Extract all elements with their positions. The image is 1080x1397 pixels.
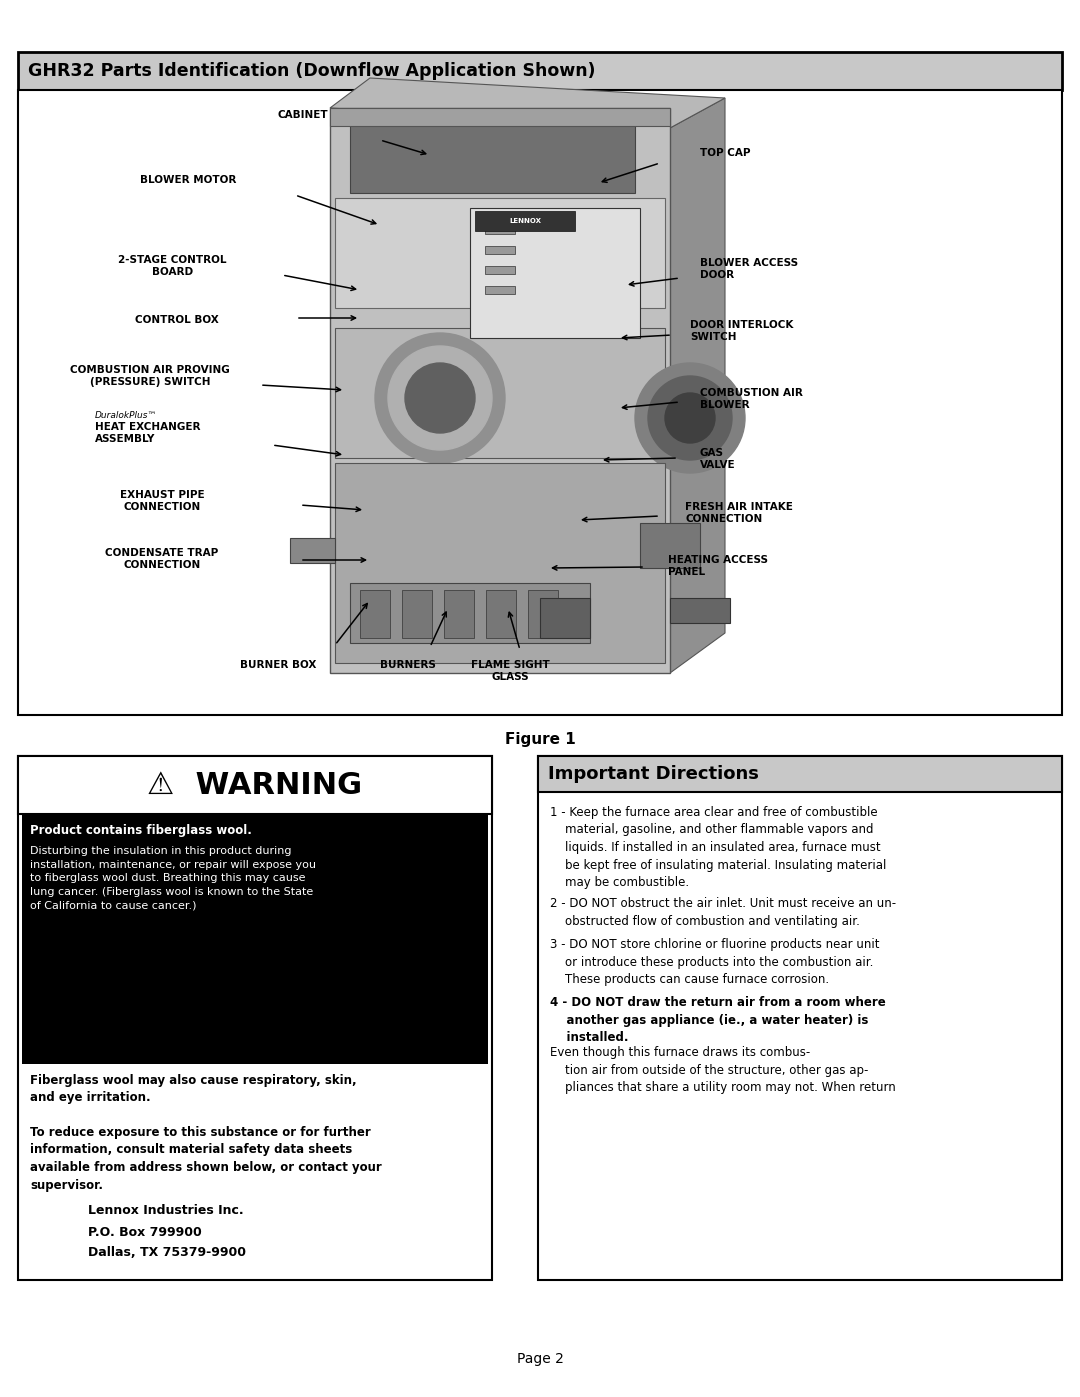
Text: Important Directions: Important Directions: [548, 766, 759, 782]
Bar: [18, 52, 1062, 89]
Text: CABINET: CABINET: [278, 110, 328, 120]
Text: 1 - Keep the furnace area clear and free of combustible
    material, gasoline, : 1 - Keep the furnace area clear and free…: [550, 806, 887, 888]
Text: ⚠  WARNING: ⚠ WARNING: [148, 771, 363, 799]
Bar: [18, 756, 492, 1280]
Text: 4 - DO NOT draw the return air from a room where
    another gas appliance (ie.,: 4 - DO NOT draw the return air from a ro…: [550, 996, 886, 1045]
Text: COMBUSTION AIR PROVING
(PRESSURE) SWITCH: COMBUSTION AIR PROVING (PRESSURE) SWITCH: [70, 365, 230, 387]
Text: HEATING ACCESS
PANEL: HEATING ACCESS PANEL: [669, 555, 768, 577]
Text: FLAME SIGHT
GLASS: FLAME SIGHT GLASS: [471, 659, 550, 682]
Circle shape: [648, 376, 732, 460]
Text: LENNOX: LENNOX: [509, 218, 541, 224]
Circle shape: [388, 346, 492, 450]
Bar: [485, 286, 515, 293]
Text: HEAT EXCHANGER
ASSEMBLY: HEAT EXCHANGER ASSEMBLY: [95, 422, 201, 444]
Polygon shape: [670, 98, 725, 673]
Bar: [350, 113, 635, 193]
Text: Lennox Industries Inc.: Lennox Industries Inc.: [87, 1204, 244, 1217]
Bar: [538, 756, 1062, 1280]
Polygon shape: [291, 538, 335, 563]
Bar: [335, 328, 665, 458]
Text: BLOWER ACCESS
DOOR: BLOWER ACCESS DOOR: [700, 258, 798, 281]
Text: P.O. Box 799900: P.O. Box 799900: [87, 1227, 202, 1239]
Text: TOP CAP: TOP CAP: [700, 148, 751, 158]
Circle shape: [375, 332, 505, 462]
Text: Disturbing the insulation in this product during
installation, maintenance, or r: Disturbing the insulation in this produc…: [30, 847, 316, 911]
Bar: [18, 756, 492, 814]
Text: CONTROL BOX: CONTROL BOX: [135, 314, 219, 326]
Text: 3 - DO NOT store chlorine or fluorine products near unit
    or introduce these : 3 - DO NOT store chlorine or fluorine pr…: [550, 939, 879, 986]
Bar: [18, 89, 1062, 715]
Bar: [330, 108, 670, 126]
Text: Fiberglass wool may also cause respiratory, skin,
and eye irritation.: Fiberglass wool may also cause respirato…: [30, 1074, 356, 1105]
Text: DuralokPlus™: DuralokPlus™: [95, 411, 158, 420]
Text: EXHAUST PIPE
CONNECTION: EXHAUST PIPE CONNECTION: [120, 490, 204, 513]
Circle shape: [665, 393, 715, 443]
Text: BURNERS: BURNERS: [380, 659, 436, 671]
Text: BLOWER MOTOR: BLOWER MOTOR: [140, 175, 237, 184]
Text: CONDENSATE TRAP
CONNECTION: CONDENSATE TRAP CONNECTION: [105, 548, 218, 570]
Bar: [335, 462, 665, 664]
Bar: [485, 265, 515, 274]
Text: Figure 1: Figure 1: [504, 732, 576, 747]
Bar: [475, 211, 575, 231]
Bar: [335, 198, 665, 307]
Text: GAS
VALVE: GAS VALVE: [700, 448, 735, 471]
Circle shape: [405, 363, 475, 433]
Polygon shape: [670, 598, 730, 623]
Text: GHR32 Parts Identification (Downflow Application Shown): GHR32 Parts Identification (Downflow App…: [28, 61, 595, 80]
Text: DOOR INTERLOCK
SWITCH: DOOR INTERLOCK SWITCH: [690, 320, 794, 342]
Text: Even though this furnace draws its combus-
    tion air from outside of the stru: Even though this furnace draws its combu…: [550, 1046, 895, 1094]
Text: FRESH AIR INTAKE
CONNECTION: FRESH AIR INTAKE CONNECTION: [685, 502, 793, 524]
Text: BURNER BOX: BURNER BOX: [240, 659, 316, 671]
Bar: [540, 598, 590, 638]
Polygon shape: [330, 78, 725, 129]
Bar: [538, 756, 1062, 792]
Bar: [640, 522, 700, 569]
Bar: [485, 246, 515, 254]
Bar: [330, 108, 670, 673]
Bar: [470, 208, 640, 338]
Bar: [22, 814, 488, 1065]
Text: COMBUSTION AIR
BLOWER: COMBUSTION AIR BLOWER: [700, 388, 802, 411]
Polygon shape: [444, 590, 474, 638]
Text: 2 - DO NOT obstruct the air inlet. Unit must receive an un-
    obstructed flow : 2 - DO NOT obstruct the air inlet. Unit …: [550, 897, 896, 928]
Polygon shape: [528, 590, 558, 638]
Circle shape: [635, 363, 745, 474]
Text: Dallas, TX 75379-9900: Dallas, TX 75379-9900: [87, 1246, 246, 1259]
Polygon shape: [402, 590, 432, 638]
Bar: [350, 583, 590, 643]
Bar: [485, 226, 515, 235]
Polygon shape: [486, 590, 516, 638]
Text: 2-STAGE CONTROL
BOARD: 2-STAGE CONTROL BOARD: [118, 256, 227, 278]
Text: To reduce exposure to this substance or for further
information, consult materia: To reduce exposure to this substance or …: [30, 1126, 381, 1192]
Text: Page 2: Page 2: [516, 1352, 564, 1366]
Polygon shape: [360, 590, 390, 638]
Text: Product contains fiberglass wool.: Product contains fiberglass wool.: [30, 824, 252, 837]
